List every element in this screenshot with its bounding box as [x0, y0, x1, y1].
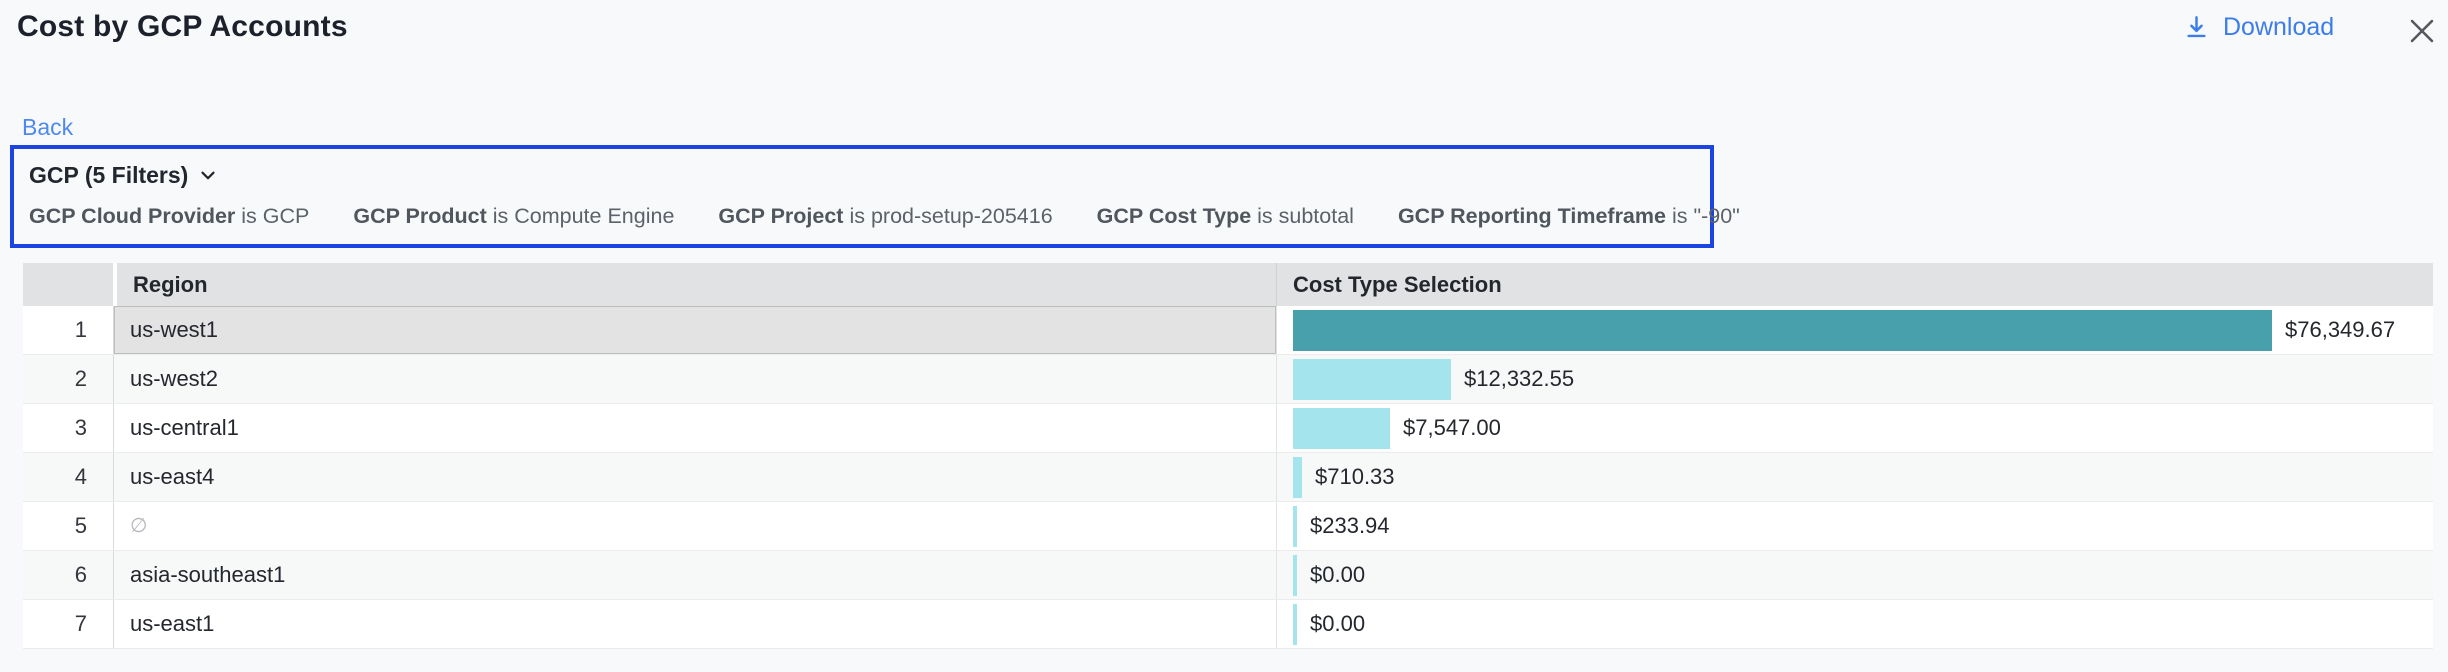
column-header-index — [23, 263, 113, 306]
region-cell[interactable]: us-east1 — [113, 600, 1276, 648]
back-link[interactable]: Back — [22, 114, 74, 140]
row-index: 2 — [74, 366, 87, 391]
cost-bar — [1293, 358, 1451, 400]
filter-chip[interactable]: GCP Product is Compute Engine — [353, 204, 674, 229]
row-index: 4 — [74, 464, 87, 489]
table-row: 2 us-west2 $12,332.55 — [23, 355, 2433, 404]
filter-chip-label: GCP Cloud Provider — [29, 204, 236, 228]
cost-bar — [1293, 603, 1297, 645]
region-cell[interactable]: asia-southeast1 — [113, 551, 1276, 599]
filter-chip-value: is "-90" — [1665, 204, 1740, 228]
download-icon — [2187, 16, 2206, 38]
filter-chip-value: is GCP — [235, 204, 310, 228]
cost-cell[interactable]: $233.94 — [1276, 502, 2433, 550]
filter-list: GCP Cloud Provider is GCP GCP Product is … — [29, 204, 1740, 229]
cost-bar — [1293, 456, 1302, 498]
row-index: 6 — [74, 562, 87, 587]
filter-chip-label: GCP Cost Type — [1096, 204, 1252, 228]
cost-bar — [1293, 407, 1390, 449]
table-header-row: Region Cost Type Selection — [23, 263, 2433, 306]
cost-cell[interactable]: $0.00 — [1276, 551, 2433, 599]
cost-value-label: $233.94 — [1310, 513, 1390, 538]
filter-chip-value: is prod-setup-205416 — [843, 204, 1053, 228]
filter-chip-label: GCP Product — [353, 204, 487, 228]
region-cell[interactable]: us-east4 — [113, 453, 1276, 501]
column-header-cost-type-selection[interactable]: Cost Type Selection — [1276, 263, 2433, 306]
cost-value-label: $7,547.00 — [1403, 415, 1501, 440]
cost-value-label: $710.33 — [1315, 464, 1395, 489]
cost-table: Region Cost Type Selection 1 us-west1 $76,… — [23, 263, 2433, 649]
cost-value-label: $0.00 — [1310, 611, 1366, 636]
cost-cell[interactable]: $12,332.55 — [1276, 355, 2433, 403]
filter-chip[interactable]: GCP Cost Type is subtotal — [1097, 204, 1354, 229]
table-row: 1 us-west1 $76,349.67 — [23, 306, 2433, 355]
filter-chip[interactable]: GCP Reporting Timeframe is "-90" — [1398, 204, 1740, 229]
filter-chip[interactable]: GCP Project is prod-setup-205416 — [718, 204, 1052, 229]
filter-summary-toggle[interactable]: GCP (5 Filters) — [29, 160, 219, 190]
page-title: Cost by GCP Accounts — [17, 10, 348, 43]
download-label: Download — [2223, 13, 2335, 41]
region-cell[interactable]: us-west1 — [113, 306, 1276, 354]
chevron-down-icon — [201, 171, 215, 180]
cost-cell[interactable]: $0.00 — [1276, 600, 2433, 648]
filter-chip-value: is Compute Engine — [486, 204, 675, 228]
cost-cell[interactable]: $710.33 — [1276, 453, 2433, 501]
table-row: 4 us-east4 $710.33 — [23, 453, 2433, 502]
row-index: 5 — [74, 513, 87, 538]
table-row: 6 asia-southeast1 $0.00 — [23, 551, 2433, 600]
filter-chip[interactable]: GCP Cloud Provider is GCP — [29, 204, 309, 229]
row-index: 3 — [74, 415, 87, 440]
download-button[interactable]: Download — [2183, 13, 2334, 42]
row-index: 7 — [74, 611, 87, 636]
region-cell[interactable]: ∅ — [113, 502, 1276, 550]
table-body: 1 us-west1 $76,349.67 2 us-west2 $12,332.55 3 u… — [23, 306, 2433, 649]
cost-cell[interactable]: $7,547.00 — [1276, 404, 2433, 452]
filter-summary-label: GCP (5 Filters) — [29, 161, 189, 188]
column-header-region[interactable]: Region — [113, 263, 1276, 306]
region-cell[interactable]: us-central1 — [113, 404, 1276, 452]
cost-value-label: $76,349.67 — [2285, 317, 2396, 342]
cost-value-label: $0.00 — [1310, 562, 1366, 587]
cost-bar — [1293, 505, 1297, 547]
table-row: 3 us-central1 $7,547.00 — [23, 404, 2433, 453]
filter-chip-value: is subtotal — [1251, 204, 1354, 228]
close-button[interactable] — [2404, 14, 2440, 50]
table-row: 7 us-east1 $0.00 — [23, 600, 2433, 649]
filter-panel: GCP (5 Filters) GCP Cloud Provider is GC… — [10, 145, 1740, 248]
cost-value-label: $12,332.55 — [1464, 366, 1575, 391]
filter-chip-label: GCP Reporting Timeframe — [1397, 204, 1666, 228]
cost-bar — [1293, 309, 2272, 351]
cost-bar — [1293, 554, 1297, 596]
table-row: 5 ∅ $233.94 — [23, 502, 2433, 551]
region-cell[interactable]: us-west2 — [113, 355, 1276, 403]
filter-chip-label: GCP Project — [718, 204, 844, 228]
row-index: 1 — [74, 317, 87, 342]
close-icon — [2410, 19, 2434, 43]
cost-cell[interactable]: $76,349.67 — [1276, 306, 2433, 354]
